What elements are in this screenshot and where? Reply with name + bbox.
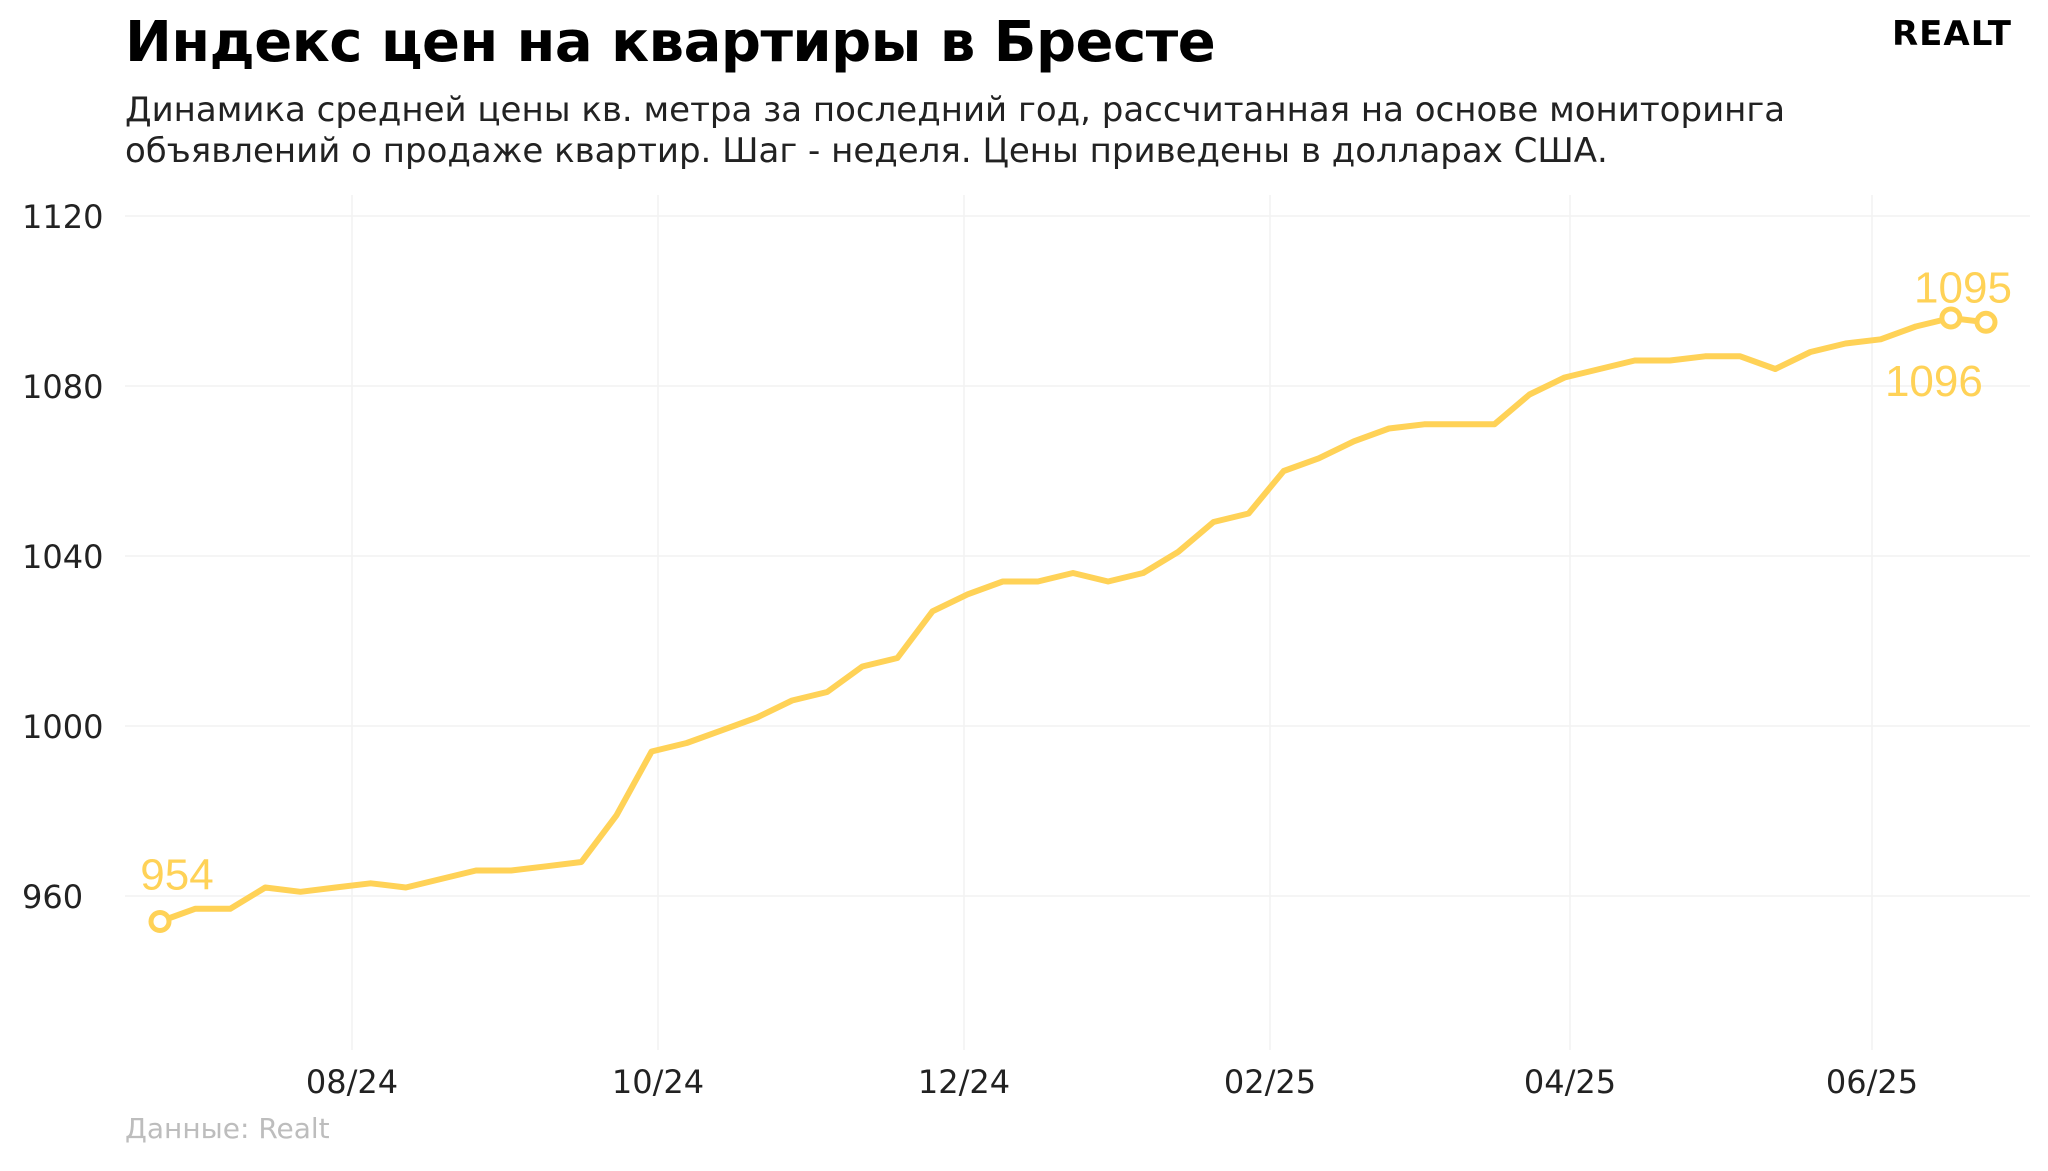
y-tick-label: 1080	[22, 368, 103, 406]
x-tick-label: 08/24	[306, 1063, 398, 1101]
x-tick-label: 12/24	[918, 1063, 1010, 1101]
y-tick-label: 1000	[22, 708, 103, 746]
x-tick-label: 06/25	[1826, 1063, 1918, 1101]
point-marker	[1974, 310, 1998, 334]
y-tick-label: 1040	[22, 538, 103, 576]
x-axis: 08/24 10/24 12/24 02/25 04/25 06/25	[306, 1063, 1918, 1101]
y-tick-label: 960	[22, 878, 83, 916]
series	[157, 315, 1989, 925]
x-tick-label: 04/25	[1524, 1063, 1616, 1101]
chart-title: Индекс цен на квартиры в Бресте	[125, 10, 1216, 75]
y-tick-label: 1120	[22, 198, 103, 236]
y-axis: 960 1000 1040 1080 1120	[22, 198, 103, 916]
data-source-note: Данные: Realt	[125, 1112, 330, 1145]
point-marker	[1939, 306, 1963, 330]
value-label: 1095	[1914, 263, 2012, 312]
realt-logo[interactable]: REALT	[1892, 14, 2012, 54]
x-tick-label: 02/25	[1224, 1063, 1316, 1101]
value-label: 1096	[1885, 357, 1983, 406]
annotations: 954 1096 1095	[140, 263, 2012, 933]
x-tick-label: 10/24	[612, 1063, 704, 1101]
chart-subtitle: Динамика средней цены кв. метра за после…	[125, 90, 1786, 171]
value-label: 954	[140, 851, 213, 900]
point-marker	[148, 910, 172, 933]
price-index-line	[157, 315, 1989, 925]
grid	[125, 195, 2030, 1050]
